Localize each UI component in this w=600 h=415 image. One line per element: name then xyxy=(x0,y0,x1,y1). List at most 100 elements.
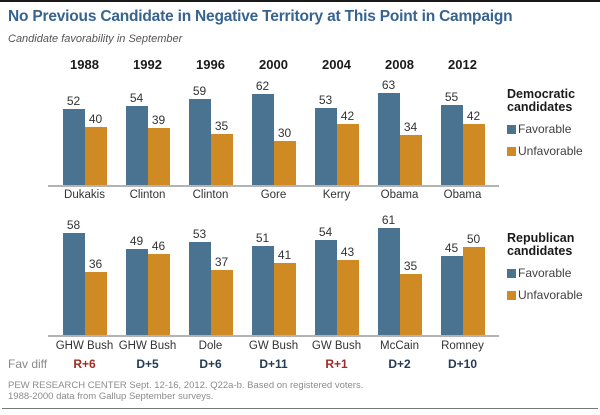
bar-group: 58 36 xyxy=(53,218,116,335)
fav-diff-value: D+11 xyxy=(259,357,288,371)
unfavorable-bar: 37 xyxy=(210,255,233,335)
bar-value-label: 40 xyxy=(88,112,103,126)
bar-value-label: 62 xyxy=(255,79,270,93)
candidate-label: Dukakis xyxy=(64,189,105,201)
unfavorable-bar: 41 xyxy=(273,248,296,335)
bar-group: 53 42 xyxy=(305,93,368,185)
bar-value-label: 46 xyxy=(151,239,166,253)
bar-fill xyxy=(251,246,274,335)
candidate-label: Clinton xyxy=(192,189,229,201)
bottom-divider xyxy=(2,408,598,409)
bar-group: 59 35 xyxy=(179,84,242,185)
bar-value-label: 54 xyxy=(129,91,144,105)
legend-item-label: Favorable xyxy=(518,266,572,280)
candidate-label: Kerry xyxy=(322,189,351,201)
bar-fill xyxy=(399,274,422,335)
favorable-bar: 54 xyxy=(125,91,148,185)
year-label: 2000 xyxy=(259,57,288,72)
bar-fill xyxy=(336,260,359,335)
candidate-label: GW Bush xyxy=(248,340,299,352)
legend-republican: Republican candidates Favorable Unfavora… xyxy=(507,232,599,302)
bar-fill xyxy=(125,106,148,185)
bar-value-label: 37 xyxy=(214,255,229,269)
unfavorable-bar: 40 xyxy=(84,112,107,185)
favorable-bar: 63 xyxy=(377,78,400,185)
favorable-bar: 51 xyxy=(251,231,274,335)
bar-value-label: 41 xyxy=(277,248,292,262)
candidate-label: GW Bush xyxy=(311,340,362,352)
legend-democratic: Democratic candidates Favorable Unfavora… xyxy=(507,88,599,158)
bar-value-label: 43 xyxy=(340,245,355,259)
bar-fill xyxy=(210,270,233,335)
candidate-label: Clinton xyxy=(129,189,166,201)
fav-diff-value: R+1 xyxy=(325,357,348,371)
bar-fill xyxy=(377,93,400,185)
bar-fill xyxy=(188,242,211,335)
bar-group: 61 35 xyxy=(368,213,431,335)
favorable-bar: 54 xyxy=(314,225,337,335)
bar-group: 53 37 xyxy=(179,227,242,335)
favorable-bar: 58 xyxy=(62,218,85,335)
legend-item-favorable: Favorable xyxy=(507,123,599,136)
legend-title: Republican candidates xyxy=(507,231,575,258)
bar-fill xyxy=(462,247,485,335)
favorable-bar: 59 xyxy=(188,84,211,185)
year-label: 2004 xyxy=(322,57,351,72)
bar-value-label: 42 xyxy=(466,109,481,123)
bar-value-label: 59 xyxy=(192,84,207,98)
bar-value-label: 42 xyxy=(340,109,355,123)
unfavorable-bar: 42 xyxy=(336,109,359,185)
fav-diff-row: R+6 D+5 D+6 D+11 R+1 D+2 D+10 xyxy=(48,357,494,371)
favorable-bar: 55 xyxy=(440,90,463,185)
source-caption-line1: PEW RESEARCH CENTER Sept. 12-16, 2012. Q… xyxy=(8,380,364,391)
legend-title: Democratic candidates xyxy=(507,87,576,114)
bar-group: 54 43 xyxy=(305,225,368,335)
unfavorable-swatch-icon xyxy=(507,147,516,156)
bar-value-label: 36 xyxy=(88,257,103,271)
bar-value-label: 53 xyxy=(192,227,207,241)
source-caption: PEW RESEARCH CENTER Sept. 12-16, 2012. Q… xyxy=(8,380,363,402)
fav-diff-value: D+10 xyxy=(447,357,478,371)
bar-fill xyxy=(314,108,337,185)
candidate-label: Obama xyxy=(380,189,419,201)
favorable-swatch-icon xyxy=(507,269,516,278)
democratic-bars-row: 52 40 54 39 59 35 62 30 53 42 63 34 55 42 xyxy=(48,78,499,187)
legend-item-label: Favorable xyxy=(518,122,572,136)
bar-fill xyxy=(462,124,485,185)
chart-subtitle: Candidate favorability in September xyxy=(8,33,183,45)
bar-group: 54 39 xyxy=(116,91,179,185)
unfavorable-bar: 42 xyxy=(462,109,485,185)
democratic-candidate-labels: Dukakis Clinton Clinton Gore Kerry Obama Obama xyxy=(48,189,494,201)
bar-fill xyxy=(440,256,463,335)
bar-group: 45 50 xyxy=(431,232,494,335)
unfavorable-bar: 43 xyxy=(336,245,359,335)
bar-fill xyxy=(62,233,85,335)
bar-group: 63 34 xyxy=(368,78,431,185)
bar-fill xyxy=(147,254,170,335)
bar-fill xyxy=(273,263,296,335)
favorable-bar: 53 xyxy=(314,93,337,185)
year-axis: 1988 1992 1996 2000 2004 2008 2012 xyxy=(48,57,494,72)
bar-group: 55 42 xyxy=(431,90,494,185)
bar-value-label: 30 xyxy=(277,126,292,140)
favorable-bar: 52 xyxy=(62,94,85,185)
year-label: 2012 xyxy=(448,57,477,72)
bar-fill xyxy=(399,135,422,185)
bar-value-label: 50 xyxy=(466,232,481,246)
year-label: 1992 xyxy=(133,57,162,72)
bar-fill xyxy=(188,99,211,185)
bar-value-label: 58 xyxy=(66,218,81,232)
candidate-label: GHW Bush xyxy=(118,340,177,352)
bar-fill xyxy=(314,240,337,335)
unfavorable-bar: 35 xyxy=(210,119,233,185)
bar-value-label: 45 xyxy=(444,241,459,255)
republican-bars-row: 58 36 49 46 53 37 51 41 54 43 61 35 45 50 xyxy=(48,212,499,337)
candidate-label: Dole xyxy=(198,340,223,352)
favorable-bar: 62 xyxy=(251,79,274,185)
legend-item-label: Unfavorable xyxy=(518,288,583,302)
bar-fill xyxy=(84,127,107,185)
fav-diff-value: D+5 xyxy=(136,357,159,371)
unfavorable-bar: 34 xyxy=(399,120,422,185)
bar-value-label: 53 xyxy=(318,93,333,107)
